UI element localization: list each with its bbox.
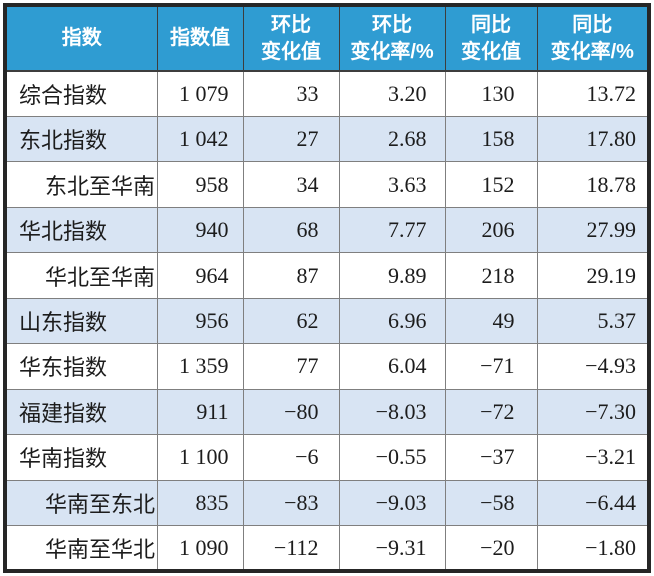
yoy-change-cell: −72	[444, 388, 538, 436]
table-row: 综合指数 1 079 33 3.20 130 13.72	[4, 70, 650, 117]
index-name-cell: 华南至东北	[4, 479, 158, 527]
mom-change-cell: −80	[242, 388, 340, 436]
table-row: 东北指数 1 042 27 2.68 158 17.80	[4, 115, 650, 163]
index-name-cell: 华北至华南	[4, 252, 158, 299]
yoy-rate-cell: 18.78	[536, 161, 650, 208]
header-col-mom-change: 环比 变化值	[242, 4, 340, 72]
header-label: 环比	[372, 13, 412, 36]
index-value-cell: 940	[156, 206, 244, 254]
yoy-rate-cell: 17.80	[536, 115, 650, 163]
table-row: 华东指数 1 359 77 6.04 −71 −4.93	[4, 343, 650, 390]
mom-rate-cell: −9.03	[338, 479, 446, 527]
mom-rate-cell: −9.31	[338, 525, 446, 572]
index-value-cell: 1 042	[156, 115, 244, 163]
yoy-rate-cell: −4.93	[536, 343, 650, 390]
mom-change-cell: −112	[242, 525, 340, 572]
header-label: 同比	[572, 13, 613, 36]
index-value-cell: 1 079	[156, 70, 244, 117]
mom-change-cell: 87	[242, 252, 340, 299]
mom-change-cell: 27	[242, 115, 340, 163]
header-col-mom-rate: 环比变化率/%	[338, 4, 446, 72]
index-table: 指数 指数值 环比变化值 环比变化率/% 同比变化值 同比变化率/% 综合指数 …	[3, 3, 651, 573]
yoy-rate-cell: −6.44	[536, 479, 650, 527]
table-row: 华北至华南 964 87 9.89 218 29.19	[4, 252, 650, 299]
header-label: 同比	[471, 13, 511, 36]
index-name-cell: 山东指数	[4, 297, 158, 345]
index-name-cell: 福建指数	[4, 388, 158, 436]
mom-rate-cell: 6.96	[338, 297, 446, 345]
mom-change-cell: 77	[242, 343, 340, 390]
yoy-change-cell: −37	[444, 434, 538, 481]
header-col-yoy-change: 同比 变化值	[444, 4, 538, 72]
table-body: 综合指数 1 079 33 3.20 130 13.72 东北指数 1 042 …	[4, 70, 650, 572]
yoy-change-cell: 152	[444, 161, 538, 208]
mom-rate-cell: 2.68	[338, 115, 446, 163]
table-row: 山东指数 956 62 6.96 49 5.37	[4, 297, 650, 345]
mom-rate-cell: 6.04	[338, 343, 446, 390]
header-label: 变化率/%	[550, 40, 634, 63]
mom-change-cell: 34	[242, 161, 340, 208]
index-name-cell: 华南至华北	[4, 525, 158, 572]
index-value-cell: 1 359	[156, 343, 244, 390]
mom-change-cell: 68	[242, 206, 340, 254]
yoy-change-cell: 49	[444, 297, 538, 345]
index-name-cell: 东北指数	[4, 115, 158, 163]
mom-rate-cell: −0.55	[338, 434, 446, 481]
yoy-change-cell: 206	[444, 206, 538, 254]
index-value-cell: 958	[156, 161, 244, 208]
header-row: 指数 指数值 环比变化值 环比变化率/% 同比变化值 同比变化率/%	[4, 4, 650, 72]
mom-rate-cell: 7.77	[338, 206, 446, 254]
yoy-rate-cell: 5.37	[536, 297, 650, 345]
yoy-rate-cell: 13.72	[536, 70, 650, 117]
yoy-change-cell: 130	[444, 70, 538, 117]
header-col-index-value: 指数值	[156, 4, 244, 72]
table-row: 华南至华北 1 090 −112 −9.31 −20 −1.80	[4, 525, 650, 572]
yoy-change-cell: −20	[444, 525, 538, 572]
header-label: 变化值	[261, 40, 321, 63]
index-value-cell: 1 090	[156, 525, 244, 572]
index-value-cell: 964	[156, 252, 244, 299]
yoy-rate-cell: −7.30	[536, 388, 650, 436]
header-label: 环比	[271, 13, 311, 36]
mom-rate-cell: −8.03	[338, 388, 446, 436]
index-name-cell: 华南指数	[4, 434, 158, 481]
header-label: 指数值	[170, 27, 230, 49]
header-label: 变化率/%	[350, 40, 434, 63]
mom-rate-cell: 9.89	[338, 252, 446, 299]
mom-rate-cell: 3.63	[338, 161, 446, 208]
yoy-rate-cell: 27.99	[536, 206, 650, 254]
table-row: 华南至东北 835 −83 −9.03 −58 −6.44	[4, 479, 650, 527]
yoy-rate-cell: −1.80	[536, 525, 650, 572]
table-row: 华南指数 1 100 −6 −0.55 −37 −3.21	[4, 434, 650, 481]
yoy-change-cell: 218	[444, 252, 538, 299]
mom-change-cell: 33	[242, 70, 340, 117]
yoy-change-cell: −71	[444, 343, 538, 390]
yoy-change-cell: 158	[444, 115, 538, 163]
mom-change-cell: −6	[242, 434, 340, 481]
header-col-index: 指数	[4, 4, 158, 72]
yoy-rate-cell: −3.21	[536, 434, 650, 481]
mom-rate-cell: 3.20	[338, 70, 446, 117]
mom-change-cell: −83	[242, 479, 340, 527]
table-row: 福建指数 911 −80 −8.03 −72 −7.30	[4, 388, 650, 436]
yoy-rate-cell: 29.19	[536, 252, 650, 299]
yoy-change-cell: −58	[444, 479, 538, 527]
header-col-yoy-rate: 同比变化率/%	[536, 4, 650, 72]
table-header: 指数 指数值 环比变化值 环比变化率/% 同比变化值 同比变化率/%	[4, 4, 650, 72]
header-label: 指数	[61, 27, 102, 49]
index-name-cell: 华北指数	[4, 206, 158, 254]
header-label: 变化值	[461, 40, 521, 63]
mom-change-cell: 62	[242, 297, 340, 345]
index-value-cell: 1 100	[156, 434, 244, 481]
index-name-cell: 华东指数	[4, 343, 158, 390]
index-value-cell: 911	[156, 388, 244, 436]
index-name-cell: 东北至华南	[4, 161, 158, 208]
index-name-cell: 综合指数	[4, 70, 158, 117]
table-row: 华北指数 940 68 7.77 206 27.99	[4, 206, 650, 254]
index-value-cell: 835	[156, 479, 244, 527]
table-row: 东北至华南 958 34 3.63 152 18.78	[4, 161, 650, 208]
index-value-cell: 956	[156, 297, 244, 345]
